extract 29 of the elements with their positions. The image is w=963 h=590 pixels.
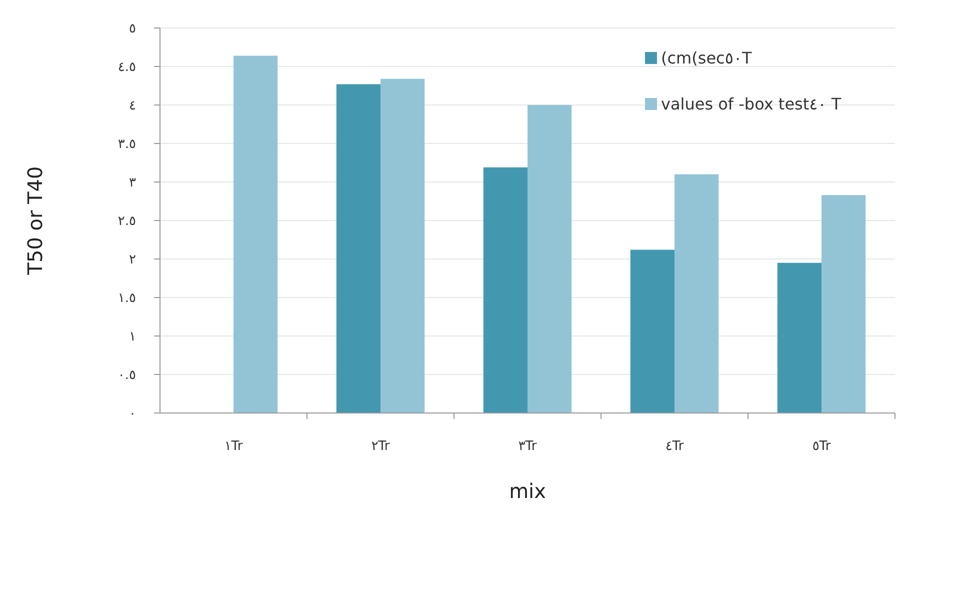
bar	[483, 167, 528, 413]
y-tick-label: ٣	[129, 176, 136, 191]
y-tick-label: ٤.٥	[118, 60, 136, 76]
y-tick-label: ٤	[129, 98, 136, 114]
x-tick-label: ٢Tr	[371, 439, 390, 454]
y-tick-label: ٢.٥	[118, 214, 136, 230]
bar	[630, 250, 674, 413]
x-tick-label: ٣Tr	[518, 439, 538, 454]
legend-label: (cm(sec٥٠T	[661, 48, 752, 68]
x-tick-label: ٤Tr	[665, 439, 684, 454]
y-tick-label: ٥	[129, 22, 136, 37]
y-tick-label: ٣.٥	[118, 137, 136, 152]
bar	[336, 84, 380, 413]
x-tick-label: ٥Tr	[812, 439, 832, 454]
bar	[528, 105, 572, 413]
y-tick-label: ١	[129, 330, 136, 345]
y-tick-label: ٠	[129, 406, 136, 422]
bar	[674, 174, 719, 413]
y-tick-label: ٠.٥	[118, 368, 136, 384]
x-tick-label: ١Tr	[224, 439, 244, 454]
y-axis-title: T50 or T40	[23, 166, 47, 276]
legend-label: values of -box test٤٠ T	[661, 94, 842, 114]
bar	[234, 56, 278, 413]
y-tick-label: ١.٥	[118, 291, 136, 306]
bar	[380, 78, 425, 413]
x-axis-title: mix	[509, 479, 546, 503]
y-tick-label: ٢	[129, 252, 136, 268]
bar	[777, 262, 822, 413]
bar	[822, 195, 866, 413]
